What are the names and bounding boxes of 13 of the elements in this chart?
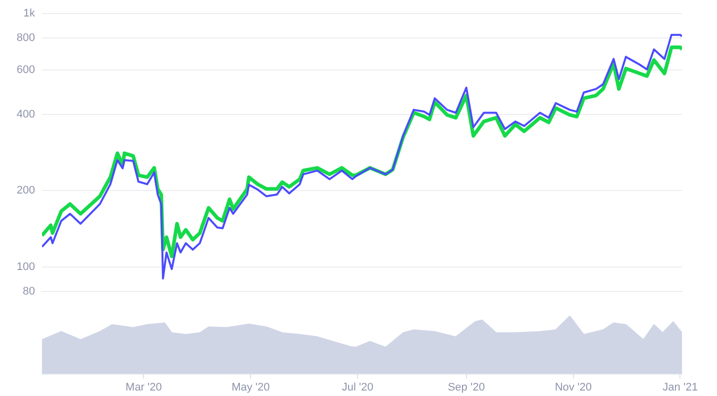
x-tick-label: Mar '20 <box>126 381 162 394</box>
y-tick-label: 800 <box>16 32 35 44</box>
y-tick-label: 200 <box>16 184 35 197</box>
y-tick-label: 100 <box>16 260 35 273</box>
x-tick-label: Sep '20 <box>448 381 485 394</box>
y-tick-label: 80 <box>22 285 35 298</box>
x-tick-label: May '20 <box>232 381 270 394</box>
x-tick-label: Jan '21 <box>662 381 698 394</box>
x-tick-label: Nov '20 <box>554 381 592 394</box>
x-tick-label: Jul '20 <box>342 381 374 394</box>
y-tick-label: 600 <box>16 64 35 76</box>
y-tick-label: 400 <box>16 108 35 120</box>
y-tick-label: 1k <box>23 8 36 20</box>
